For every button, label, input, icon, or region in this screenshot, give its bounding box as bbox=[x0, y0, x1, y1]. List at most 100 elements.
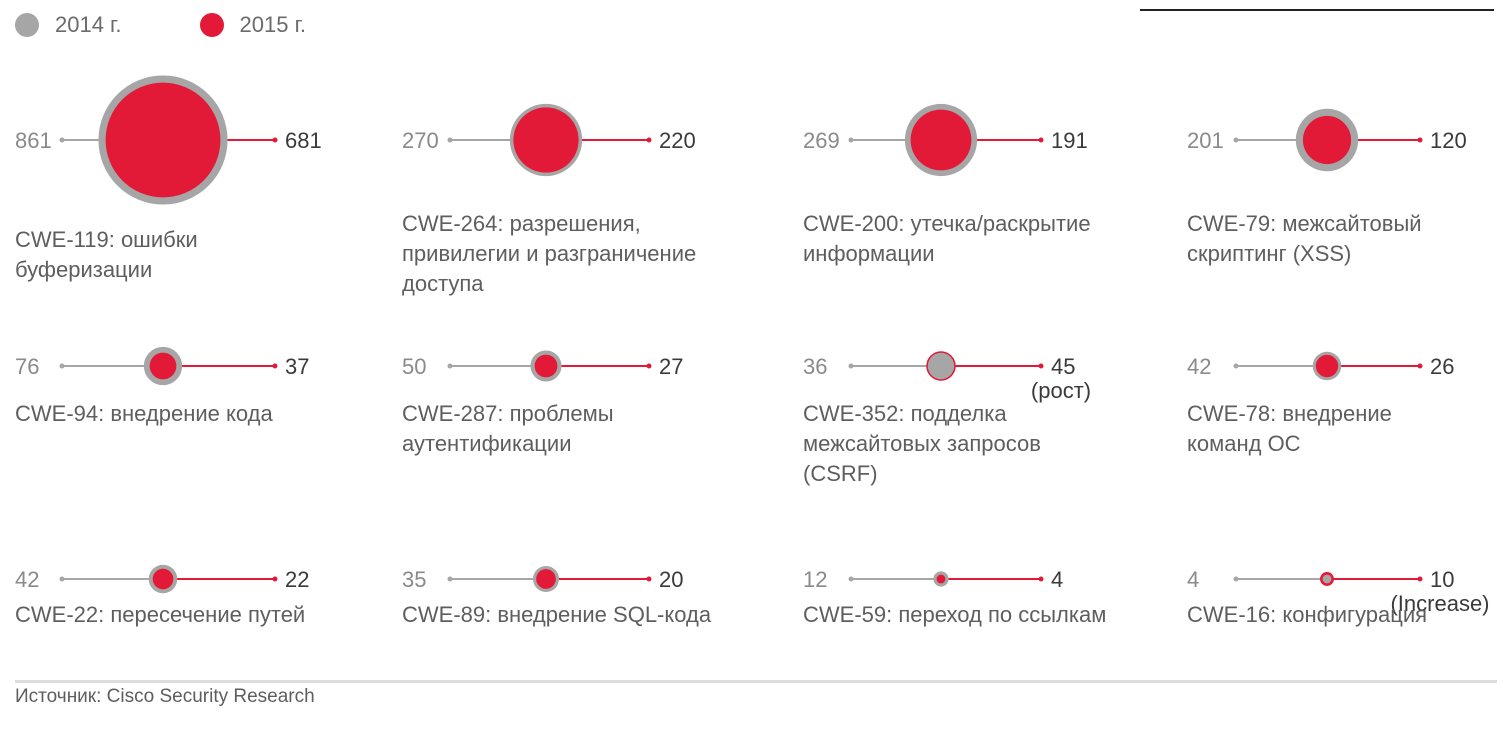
cwe-label-line: CWE-78: внедрение bbox=[1187, 401, 1392, 426]
value-2015: 120 bbox=[1430, 128, 1467, 153]
bubble-2014 bbox=[1322, 574, 1332, 584]
cwe-label: CWE-287: проблемы аутентификации bbox=[402, 399, 614, 459]
end-dot-2014 bbox=[447, 576, 453, 582]
end-dot-2015 bbox=[1417, 137, 1423, 143]
bubble-2015 bbox=[936, 574, 946, 584]
cwe-label: CWE-59: переход по ссылкам bbox=[803, 600, 1106, 630]
value-2014: 12 bbox=[803, 567, 827, 592]
bubble-2015 bbox=[910, 109, 972, 171]
cwe-label-line: доступа bbox=[402, 271, 484, 296]
chart-legend: 2014 г. 2015 г. bbox=[15, 12, 384, 38]
cwe-label: CWE-119: ошибки буферизации bbox=[15, 225, 198, 285]
value-2014: 76 bbox=[15, 354, 39, 379]
bubble-2015 bbox=[152, 568, 174, 590]
legend-label-2015: 2015 г. bbox=[239, 12, 307, 37]
end-dot-2014 bbox=[447, 137, 453, 143]
end-dot-2015 bbox=[272, 137, 278, 143]
end-dot-2015 bbox=[1417, 576, 1423, 582]
legend-item-2015: 2015 г. bbox=[199, 12, 307, 38]
value-2014: 36 bbox=[803, 354, 827, 379]
end-dot-2015 bbox=[1038, 363, 1044, 369]
value-2014: 50 bbox=[402, 354, 426, 379]
cwe-label-line: аутентификации bbox=[402, 431, 572, 456]
cwe-label-line: CWE-59: переход по ссылкам bbox=[803, 602, 1107, 627]
cwe-label-line: CWE-200: утечка/раскрытие bbox=[803, 211, 1091, 236]
end-dot-2014 bbox=[59, 137, 65, 143]
cwe-label-line: CWE-89: внедрение SQL-кода bbox=[402, 602, 712, 627]
end-dot-2014 bbox=[848, 363, 854, 369]
value-2015: 22 bbox=[285, 567, 309, 592]
end-dot-2014 bbox=[848, 137, 854, 143]
value-2015: 27 bbox=[659, 354, 683, 379]
cwe-label: CWE-264: разрешения, привилегии и разгран… bbox=[402, 209, 696, 299]
cwe-label-line: межсайтовых запросов bbox=[803, 431, 1041, 456]
value-2014: 35 bbox=[402, 567, 426, 592]
legend-dot-2014 bbox=[15, 13, 39, 37]
legend-dot-2015 bbox=[199, 13, 224, 37]
end-dot-2015 bbox=[1038, 137, 1044, 143]
value-2015: 20 bbox=[659, 567, 683, 592]
cwe-label: CWE-200: утечка/раскрытие информации bbox=[803, 209, 1091, 269]
cwe-label-line: привилегии и разграничение bbox=[402, 241, 697, 266]
value-2015: 191 bbox=[1051, 128, 1088, 153]
legend-item-2014: 2014 г. bbox=[15, 12, 122, 38]
bubble-2015 bbox=[513, 107, 579, 173]
value-2014: 861 bbox=[15, 128, 52, 153]
value-2015: 4 bbox=[1051, 567, 1063, 592]
cwe-label-line: скриптинг (XSS) bbox=[1187, 241, 1352, 266]
end-dot-2015 bbox=[272, 363, 278, 369]
cwe-label: CWE-89: внедрение SQL-кода bbox=[402, 600, 711, 630]
cwe-label: CWE-352: подделка межсайтовых запросов (CS… bbox=[803, 399, 1041, 489]
change-note: (Increase) bbox=[1390, 591, 1489, 616]
cwe-label: CWE-94: внедрение кода bbox=[15, 399, 273, 429]
end-dot-2014 bbox=[1233, 137, 1239, 143]
cwe-label: CWE-22: пересечение путей bbox=[15, 600, 305, 630]
end-dot-2015 bbox=[646, 137, 652, 143]
end-dot-2015 bbox=[272, 576, 278, 582]
cwe-label: CWE-78: внедрение команд ОС bbox=[1187, 399, 1392, 459]
cwe-label-line: CWE-352: подделка bbox=[803, 401, 1007, 426]
end-dot-2015 bbox=[646, 363, 652, 369]
cwe-label-line: CWE-79: межсайтовый bbox=[1187, 211, 1422, 236]
value-2015: 26 bbox=[1430, 354, 1454, 379]
value-2014: 201 bbox=[1187, 128, 1224, 153]
cwe-label-line: информации bbox=[803, 241, 935, 266]
bubble-2015 bbox=[149, 352, 177, 380]
bubble-2014 bbox=[927, 352, 955, 380]
value-2014: 4 bbox=[1187, 567, 1199, 592]
source-divider bbox=[15, 680, 1497, 683]
end-dot-2015 bbox=[1038, 576, 1044, 582]
end-dot-2014 bbox=[1233, 576, 1239, 582]
value-2014: 269 bbox=[803, 128, 840, 153]
top-rule bbox=[1140, 9, 1494, 11]
value-2015: 37 bbox=[285, 354, 309, 379]
source-note: Источник: Cisco Security Research bbox=[15, 686, 315, 707]
value-2014: 270 bbox=[402, 128, 439, 153]
end-dot-2014 bbox=[848, 576, 854, 582]
cwe-label: CWE-79: межсайтовый скриптинг (XSS) bbox=[1187, 209, 1422, 269]
end-dot-2014 bbox=[59, 363, 65, 369]
cwe-label-line: CWE-94: внедрение кода bbox=[15, 401, 273, 426]
bubble-2015 bbox=[536, 569, 556, 589]
value-2014: 42 bbox=[1187, 354, 1211, 379]
bubble-2015 bbox=[1315, 354, 1339, 378]
cwe-label-line: CWE-119: ошибки bbox=[15, 227, 198, 252]
end-dot-2014 bbox=[447, 363, 453, 369]
cwe-label-line: (CSRF) bbox=[803, 461, 878, 486]
value-2015: 10 bbox=[1430, 567, 1454, 592]
end-dot-2014 bbox=[59, 576, 65, 582]
cwe-label: CWE-16: конфигурация bbox=[1187, 600, 1427, 630]
value-2014: 42 bbox=[15, 567, 39, 592]
cwe-label-line: CWE-287: проблемы bbox=[402, 401, 614, 426]
bubble-2015 bbox=[105, 82, 221, 198]
end-dot-2015 bbox=[646, 576, 652, 582]
bubble-2015 bbox=[1302, 115, 1352, 165]
value-2015: 220 bbox=[659, 128, 696, 153]
value-2015: 45 bbox=[1051, 354, 1075, 379]
value-2015: 681 bbox=[285, 128, 322, 153]
legend-label-2014: 2014 г. bbox=[55, 12, 122, 37]
cwe-label-line: буферизации bbox=[15, 257, 153, 282]
end-dot-2014 bbox=[1233, 363, 1239, 369]
change-note: (рост) bbox=[1031, 378, 1091, 403]
